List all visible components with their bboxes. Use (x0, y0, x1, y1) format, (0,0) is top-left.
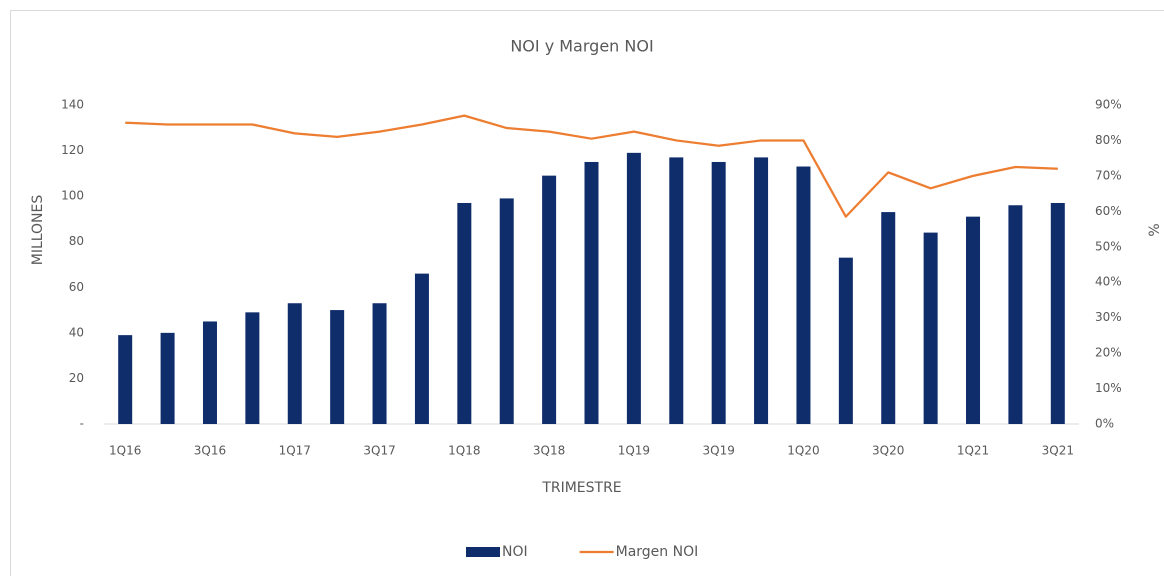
line (125, 114, 1058, 218)
y-axis-title: MILLONES (30, 195, 46, 266)
bar (881, 212, 896, 424)
bar (499, 198, 514, 424)
chart-title: NOI y Margen NOI (510, 37, 653, 56)
bar (923, 232, 938, 424)
y-tick-label: 100 (61, 189, 84, 203)
x-tick-label: 3Q17 (363, 444, 395, 458)
x-tick-label: 1Q16 (109, 444, 141, 458)
bar (118, 335, 133, 424)
y-tick-label: 140 (61, 98, 84, 112)
bar (1050, 202, 1065, 424)
bar (287, 303, 302, 424)
bar (542, 175, 557, 424)
bar (584, 161, 599, 424)
y2-tick-label: 60% (1095, 204, 1122, 218)
y2-tick-label: 80% (1095, 133, 1122, 147)
bar (330, 310, 345, 424)
bar (245, 312, 260, 424)
x-tick-label: 1Q17 (279, 444, 311, 458)
x-tick-label: 1Q18 (448, 444, 480, 458)
y-tick-label: 40 (69, 325, 84, 339)
bar (372, 303, 387, 424)
y2-tick-label: 20% (1095, 346, 1122, 360)
bar (414, 273, 429, 424)
y2-tick-label: 0% (1095, 417, 1114, 431)
y2-axis-title: % (1147, 223, 1163, 236)
y-tick-label: - (80, 417, 84, 431)
bar (838, 257, 853, 424)
bar (669, 157, 684, 424)
y-tick-label: 20 (69, 371, 84, 385)
legend-label: NOI (502, 544, 528, 560)
y-tick-label: 60 (69, 280, 84, 294)
y2-tick-label: 70% (1095, 168, 1122, 182)
bar (457, 202, 472, 424)
bar (1008, 205, 1023, 424)
bar (966, 216, 981, 424)
y2-tick-label: 10% (1095, 381, 1122, 395)
bar (160, 332, 175, 424)
x-tick-label: 1Q20 (787, 444, 819, 458)
x-tick-label: 3Q21 (1042, 444, 1074, 458)
bar (202, 321, 217, 424)
bar (796, 166, 811, 424)
x-axis-title: TRIMESTRE (541, 480, 621, 496)
legend-label: Margen NOI (616, 544, 699, 560)
y2-tick-label: 30% (1095, 310, 1122, 324)
x-tick-label: 3Q20 (872, 444, 904, 458)
bar (754, 157, 769, 424)
bar (626, 152, 641, 424)
x-tick-label: 1Q19 (618, 444, 650, 458)
bar (711, 161, 726, 424)
y2-tick-label: 90% (1095, 98, 1122, 112)
x-tick-label: 3Q16 (194, 444, 226, 458)
legend-swatch (466, 547, 500, 557)
y-tick-label: 120 (61, 143, 84, 157)
y2-tick-label: 40% (1095, 275, 1122, 289)
x-tick-label: 3Q19 (702, 444, 734, 458)
chart-border (10, 10, 1164, 576)
y-tick-label: 80 (69, 234, 84, 248)
x-tick-label: 3Q18 (533, 444, 565, 458)
x-tick-label: 1Q21 (957, 444, 989, 458)
y2-tick-label: 50% (1095, 239, 1122, 253)
